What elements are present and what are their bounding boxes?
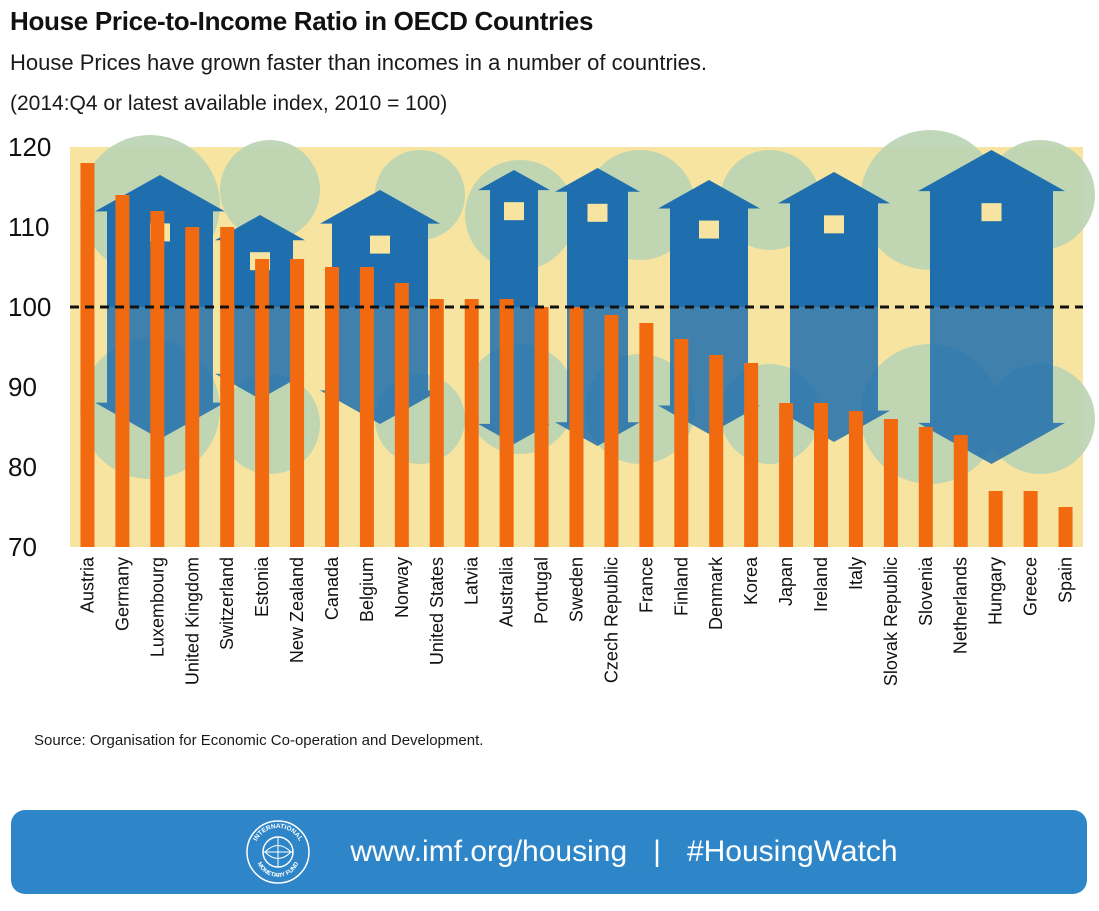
x-tick-label: United States (427, 557, 447, 665)
bar (394, 283, 409, 547)
house-window (504, 202, 524, 221)
house-reflection (555, 307, 640, 446)
x-tick-label: Finland (671, 557, 691, 616)
chart-note: (2014:Q4 or latest available index, 2010… (10, 92, 448, 115)
x-tick-label: Belgium (357, 557, 377, 622)
house-shape (478, 170, 550, 307)
house-shape (778, 172, 890, 307)
house-shape (658, 180, 760, 307)
bar (639, 323, 654, 547)
y-tick-label: 120 (8, 132, 51, 162)
footer-banner: INTERNATIONAL MONETARY FUND www.imf.org/… (11, 810, 1087, 894)
banner-separator: | (653, 835, 661, 868)
x-tick-label: Korea (741, 556, 761, 605)
chart-title: House Price-to-Income Ratio in OECD Coun… (10, 6, 594, 36)
house-reflection (778, 307, 890, 442)
x-tick-label: Sweden (567, 557, 587, 622)
x-tick-label: Portugal (532, 557, 552, 624)
bar (918, 427, 933, 547)
house-window (587, 203, 608, 222)
source-note: Source: Organisation for Economic Co-ope… (34, 732, 484, 749)
house-reflection (478, 307, 550, 444)
house-window (699, 220, 719, 239)
house-window (824, 215, 844, 234)
bar (883, 419, 898, 547)
hashtag-link[interactable]: #HousingWatch (686, 835, 898, 868)
bar (534, 307, 549, 547)
bar (324, 267, 339, 547)
x-tick-label: Japan (776, 557, 796, 606)
x-tick-label: Ireland (811, 557, 831, 612)
imf-seal-icon: INTERNATIONAL MONETARY FUND (246, 820, 310, 884)
chart-subtitle: House Prices have grown faster than inco… (10, 50, 708, 75)
bar (674, 339, 689, 547)
x-tick-label: Austria (77, 556, 97, 613)
bar (255, 259, 270, 547)
x-tick-label: Hungary (986, 557, 1006, 625)
x-tick-label: New Zealand (287, 557, 307, 663)
bar (814, 403, 829, 547)
x-tick-label: Switzerland (217, 557, 237, 650)
bar (953, 435, 968, 547)
x-tick-label: Luxembourg (147, 557, 167, 657)
x-tick-label: Norway (392, 557, 412, 618)
x-tick-label: Slovenia (916, 556, 936, 626)
x-tick-label: Italy (846, 557, 866, 590)
house-window (981, 203, 1002, 222)
house-reflection (320, 307, 440, 424)
bar (1023, 491, 1038, 547)
bar (464, 299, 479, 547)
x-tick-label: Germany (112, 557, 132, 631)
bar (115, 195, 130, 547)
bar (290, 259, 305, 547)
bar (604, 315, 619, 547)
bar (220, 227, 235, 547)
x-tick-label: Netherlands (951, 557, 971, 654)
bar (848, 411, 863, 547)
bar (150, 211, 165, 547)
bar (359, 267, 374, 547)
bar-chart: 70 80 90 100 110 120 Austria Germany Luxembourg U… (8, 130, 1095, 686)
house-window (370, 235, 390, 254)
bar (80, 163, 95, 547)
bar-series (80, 163, 1073, 547)
x-tick-label: Slovak Republic (881, 557, 901, 686)
x-tick-label: Australia (497, 556, 517, 627)
y-tick-label: 90 (8, 372, 37, 402)
bar (709, 355, 724, 547)
x-tick-label: France (636, 557, 656, 613)
bar (1058, 507, 1073, 547)
bar (429, 299, 444, 547)
x-tick-label: Estonia (252, 556, 272, 617)
house-shape (555, 168, 640, 307)
x-tick-label: Denmark (706, 556, 726, 630)
bar (499, 299, 514, 547)
house-reflection (918, 307, 1065, 464)
bar (988, 491, 1003, 547)
x-tick-label: United Kingdom (182, 557, 202, 685)
bar (779, 403, 794, 547)
website-link[interactable]: www.imf.org/housing (350, 835, 628, 868)
tree-canopy (220, 140, 320, 240)
y-tick-label: 110 (8, 212, 49, 242)
house-shape (918, 150, 1065, 307)
bar (185, 227, 200, 547)
x-tick-label: Czech Republic (601, 557, 621, 683)
y-tick-label: 70 (8, 532, 37, 562)
bar (569, 307, 584, 547)
x-tick-label: Greece (1021, 557, 1041, 616)
x-tick-label: Spain (1056, 557, 1076, 603)
y-tick-label: 100 (8, 292, 51, 322)
bar (744, 363, 759, 547)
y-tick-label: 80 (8, 452, 37, 482)
x-tick-label: Canada (322, 556, 342, 620)
x-tick-label: Latvia (462, 556, 482, 605)
